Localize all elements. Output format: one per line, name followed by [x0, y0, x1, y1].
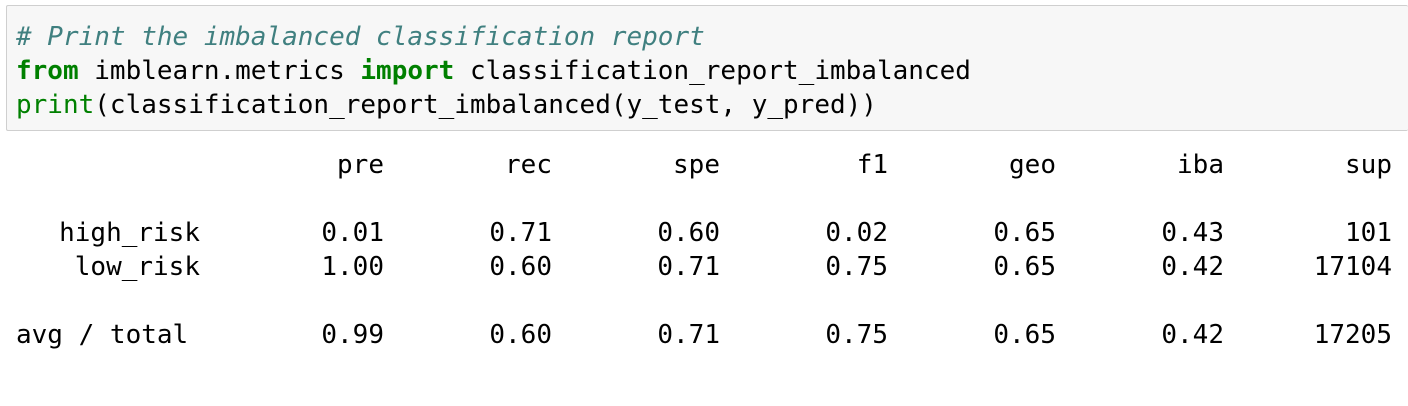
report-row-high-risk: high_risk 0.01 0.71 0.60 0.02 0.65 0.43 …: [0, 216, 1408, 250]
value-sup: 17104: [1313, 252, 1392, 282]
value-iba: 0.42: [1161, 320, 1224, 350]
value-spe: 0.71: [657, 252, 720, 282]
column-header-f1: f1: [856, 150, 888, 180]
value-pre: 0.99: [321, 320, 384, 350]
value-geo: 0.65: [993, 218, 1056, 248]
value-geo: 0.65: [993, 320, 1056, 350]
column-header-pre: pre: [337, 150, 384, 180]
imported-name: classification_report_imbalanced: [454, 56, 971, 86]
code-comment: # Print the imbalanced classification re…: [16, 22, 705, 52]
value-f1: 0.75: [825, 320, 888, 350]
row-label: high_risk: [59, 218, 200, 248]
column-header-sup: sup: [1345, 150, 1392, 180]
report-header-row: pre rec spe f1 geo iba sup: [0, 148, 1408, 182]
row-label: avg / total: [16, 320, 189, 350]
column-header-iba: iba: [1177, 150, 1224, 180]
value-spe: 0.71: [657, 320, 720, 350]
row-label: low_risk: [74, 252, 200, 282]
code-input-area[interactable]: # Print the imbalanced classification re…: [6, 5, 1408, 131]
column-header-geo: geo: [1009, 150, 1056, 180]
code-line-import: from imblearn.metrics import classificat…: [16, 54, 971, 88]
value-rec: 0.60: [489, 320, 552, 350]
code-line-comment: # Print the imbalanced classification re…: [16, 20, 971, 54]
code-editor[interactable]: # Print the imbalanced classification re…: [16, 20, 971, 122]
column-header-spe: spe: [673, 150, 720, 180]
keyword-import: import: [360, 56, 455, 86]
column-header-rec: rec: [505, 150, 552, 180]
output-area: pre rec spe f1 geo iba sup high_risk 0.0…: [0, 132, 1408, 406]
value-sup: 17205: [1313, 320, 1392, 350]
report-row-avg-total: avg / total 0.99 0.60 0.71 0.75 0.65 0.4…: [0, 318, 1408, 352]
code-line-print: print(classification_report_imbalanced(y…: [16, 88, 971, 122]
value-spe: 0.60: [657, 218, 720, 248]
value-f1: 0.75: [825, 252, 888, 282]
value-geo: 0.65: [993, 252, 1056, 282]
module-name: imblearn.metrics: [78, 56, 361, 86]
keyword-from: from: [16, 56, 79, 86]
print-arguments: (classification_report_imbalanced(y_test…: [94, 90, 877, 120]
value-pre: 1.00: [321, 252, 384, 282]
value-sup: 101: [1345, 218, 1392, 248]
value-f1: 0.02: [825, 218, 888, 248]
value-rec: 0.71: [489, 218, 552, 248]
value-rec: 0.60: [489, 252, 552, 282]
value-iba: 0.42: [1161, 252, 1224, 282]
builtin-print: print: [16, 90, 95, 120]
report-row-low-risk: low_risk 1.00 0.60 0.71 0.75 0.65 0.42 1…: [0, 250, 1408, 284]
value-pre: 0.01: [321, 218, 384, 248]
value-iba: 0.43: [1161, 218, 1224, 248]
